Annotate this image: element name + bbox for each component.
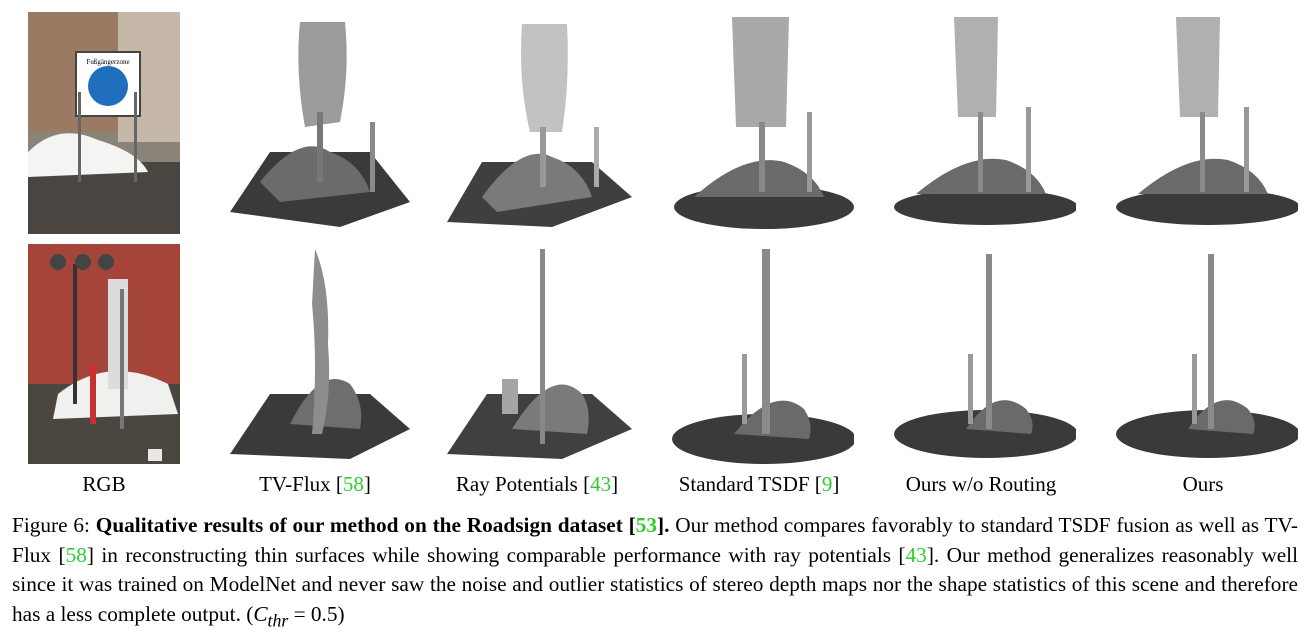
label-tv-flux: TV-Flux [58] xyxy=(259,472,371,496)
label-rgb: RGB xyxy=(82,472,126,496)
label-ours-wo-routing: Ours w/o Routing xyxy=(905,472,1057,496)
ours-wo-routing-row2 xyxy=(886,244,1076,464)
ray-potentials-row2 xyxy=(442,244,632,464)
standard-tsdf-row2 xyxy=(664,244,854,464)
rgb-image-row1: Fußgängerzone xyxy=(28,12,180,234)
caption-bold: Qualitative results of our method on the… xyxy=(95,513,670,537)
ours-row1 xyxy=(1108,12,1298,234)
ours-wo-routing-row1 xyxy=(886,12,1076,234)
ours-row2 xyxy=(1108,244,1298,464)
label-ours: Ours xyxy=(1182,472,1224,496)
ray-potentials-row1 xyxy=(442,12,632,234)
label-ray-potentials: Ray Potentials [43] xyxy=(455,472,619,496)
rgb-image-row2 xyxy=(28,244,180,464)
figure-caption: Figure 6: Qualitative results of our met… xyxy=(12,513,1298,630)
tv-flux-row1 xyxy=(220,12,410,234)
tv-flux-row2 xyxy=(220,244,410,464)
standard-tsdf-row1 xyxy=(664,12,854,234)
label-standard-tsdf: Standard TSDF [9] xyxy=(678,472,840,496)
rgb-sign-label: Fußgängerzone xyxy=(86,58,129,66)
